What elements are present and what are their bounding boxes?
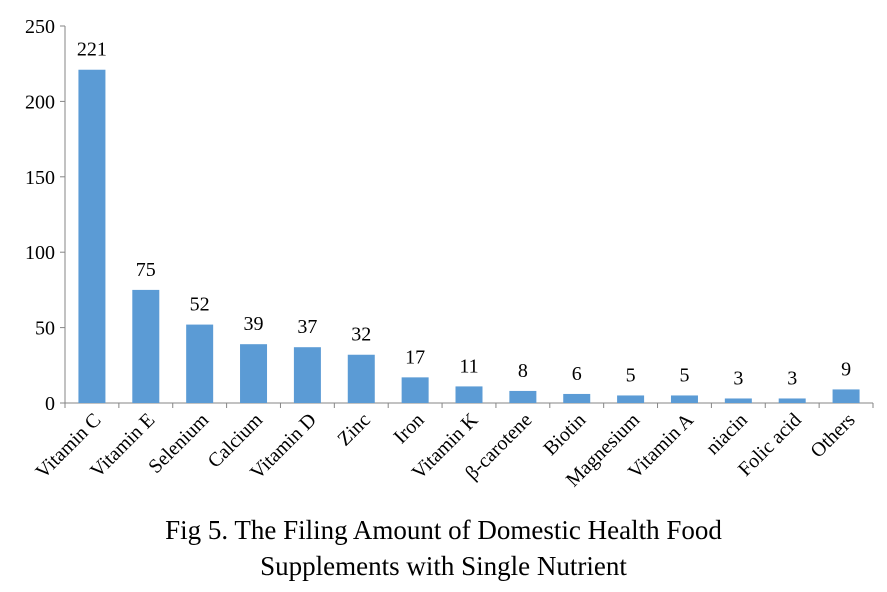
bar--carotene — [509, 390, 537, 403]
bar-vitamin-e — [132, 289, 160, 403]
category-label: Others — [806, 409, 859, 462]
data-label: 3 — [787, 367, 797, 389]
data-label: 39 — [244, 313, 264, 335]
data-label: 5 — [679, 364, 689, 386]
data-label: 3 — [733, 367, 743, 389]
category-label: Zinc — [333, 409, 375, 451]
bar-niacin — [724, 398, 752, 403]
y-tick-label: 100 — [25, 242, 55, 264]
data-label: 17 — [405, 346, 425, 368]
figure-caption: Fig 5. The Filing Amount of Domestic Hea… — [0, 512, 887, 584]
bar-vitamin-d — [293, 347, 321, 403]
data-label: 221 — [77, 39, 107, 61]
data-label: 75 — [136, 259, 156, 281]
bar-magnesium — [617, 395, 645, 403]
bar-calcium — [240, 344, 268, 403]
bar-biotin — [563, 393, 591, 403]
y-tick-label: 150 — [25, 167, 55, 189]
category-label: Iron — [390, 409, 429, 448]
y-tick-label: 50 — [35, 318, 55, 340]
data-label: 9 — [841, 358, 851, 380]
data-label: 32 — [351, 324, 371, 346]
y-tick-label: 200 — [25, 91, 55, 113]
bar-vitamin-c — [78, 69, 106, 404]
category-label: Biotin — [539, 409, 590, 460]
category-label: Selenium — [144, 409, 213, 478]
category-label: niacin — [702, 409, 752, 459]
bar-folic-acid — [778, 398, 806, 403]
data-label: 8 — [518, 360, 528, 382]
bar-vitamin-k — [455, 386, 483, 403]
y-tick-label: 250 — [25, 16, 55, 38]
caption-line-1: Fig 5. The Filing Amount of Domestic Hea… — [165, 515, 722, 545]
bar-others — [832, 389, 860, 403]
bar-iron — [401, 377, 429, 403]
bar-vitamin-a — [670, 395, 698, 403]
bar-chart: 0 50 100 150 200 250 221 Vitamin C 75 Vitamin E 52… — [25, 16, 874, 491]
bar-selenium — [186, 324, 214, 403]
data-label: 5 — [626, 364, 636, 386]
data-label: 11 — [459, 355, 478, 377]
bar-zinc — [347, 354, 375, 403]
data-label: 6 — [572, 363, 582, 385]
caption-line-2: Supplements with Single Nutrient — [260, 551, 627, 581]
data-label: 52 — [190, 294, 210, 316]
y-tick-label: 0 — [45, 393, 55, 415]
data-label: 37 — [297, 316, 317, 338]
